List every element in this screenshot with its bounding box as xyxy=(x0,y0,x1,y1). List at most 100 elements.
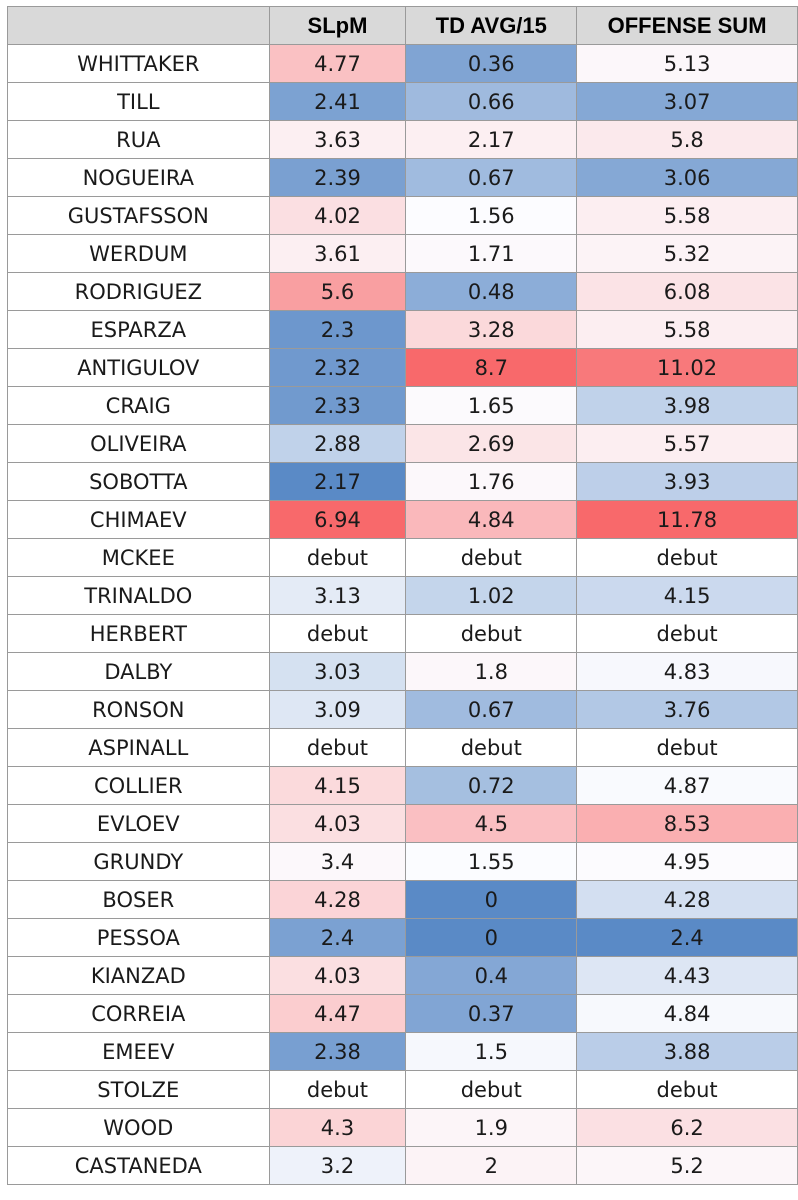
offense-sum-cell[interactable]: 5.8 xyxy=(576,120,798,159)
td-avg-cell[interactable]: 1.71 xyxy=(405,234,578,273)
offense-sum-cell[interactable]: 4.83 xyxy=(576,652,798,691)
slpm-cell[interactable]: 2.39 xyxy=(268,158,407,197)
offense-sum-cell[interactable]: 8.53 xyxy=(576,804,798,843)
offense-sum-cell[interactable]: 3.93 xyxy=(576,462,798,501)
slpm-cell[interactable]: 4.03 xyxy=(268,956,407,995)
slpm-cell[interactable]: 3.63 xyxy=(268,120,407,159)
slpm-cell[interactable]: 3.09 xyxy=(268,690,407,729)
offense-sum-cell[interactable]: 5.57 xyxy=(576,424,798,463)
fighter-name-cell[interactable]: PESSOA xyxy=(7,918,270,957)
offense-sum-cell[interactable]: 3.06 xyxy=(576,158,798,197)
td-avg-cell[interactable]: debut xyxy=(405,1070,578,1109)
td-avg-cell[interactable]: 0.72 xyxy=(405,766,578,805)
slpm-cell[interactable]: 2.32 xyxy=(268,348,407,387)
offense-sum-cell[interactable]: 11.02 xyxy=(576,348,798,387)
offense-sum-cell[interactable]: 4.28 xyxy=(576,880,798,919)
offense-sum-cell[interactable]: debut xyxy=(576,728,798,767)
fighter-name-cell[interactable]: RONSON xyxy=(7,690,270,729)
fighter-name-cell[interactable]: KIANZAD xyxy=(7,956,270,995)
fighter-name-cell[interactable]: WOOD xyxy=(7,1108,270,1147)
td-avg-cell[interactable]: 0.67 xyxy=(405,690,578,729)
slpm-cell[interactable]: debut xyxy=(268,538,407,577)
offense-sum-cell[interactable]: 5.32 xyxy=(576,234,798,273)
offense-sum-cell[interactable]: 5.2 xyxy=(576,1146,798,1185)
fighter-name-cell[interactable]: MCKEE xyxy=(7,538,270,577)
fighter-name-cell[interactable]: GRUNDY xyxy=(7,842,270,881)
slpm-cell[interactable]: 3.13 xyxy=(268,576,407,615)
td-avg-cell[interactable]: 1.5 xyxy=(405,1032,578,1071)
fighter-name-cell[interactable]: BOSER xyxy=(7,880,270,919)
td-avg-cell[interactable]: 8.7 xyxy=(405,348,578,387)
td-avg-cell[interactable]: 0 xyxy=(405,918,578,957)
slpm-cell[interactable]: 2.17 xyxy=(268,462,407,501)
fighter-name-cell[interactable]: STOLZE xyxy=(7,1070,270,1109)
header-td-avg[interactable]: TD AVG/15 xyxy=(405,6,578,45)
slpm-cell[interactable]: 2.88 xyxy=(268,424,407,463)
offense-sum-cell[interactable]: 5.58 xyxy=(576,196,798,235)
fighter-name-cell[interactable]: NOGUEIRA xyxy=(7,158,270,197)
slpm-cell[interactable]: 2.4 xyxy=(268,918,407,957)
fighter-name-cell[interactable]: TILL xyxy=(7,82,270,121)
td-avg-cell[interactable]: 1.76 xyxy=(405,462,578,501)
offense-sum-cell[interactable]: 5.58 xyxy=(576,310,798,349)
slpm-cell[interactable]: 3.03 xyxy=(268,652,407,691)
td-avg-cell[interactable]: 0 xyxy=(405,880,578,919)
slpm-cell[interactable]: 2.38 xyxy=(268,1032,407,1071)
td-avg-cell[interactable]: 0.67 xyxy=(405,158,578,197)
td-avg-cell[interactable]: 0.36 xyxy=(405,44,578,83)
fighter-name-cell[interactable]: RUA xyxy=(7,120,270,159)
slpm-cell[interactable]: 4.47 xyxy=(268,994,407,1033)
slpm-cell[interactable]: 3.4 xyxy=(268,842,407,881)
slpm-cell[interactable]: 4.77 xyxy=(268,44,407,83)
fighter-name-cell[interactable]: CORREIA xyxy=(7,994,270,1033)
td-avg-cell[interactable]: 2.17 xyxy=(405,120,578,159)
offense-sum-cell[interactable]: 2.4 xyxy=(576,918,798,957)
offense-sum-cell[interactable]: 4.15 xyxy=(576,576,798,615)
slpm-cell[interactable]: debut xyxy=(268,1070,407,1109)
fighter-name-cell[interactable]: EVLOEV xyxy=(7,804,270,843)
header-name[interactable] xyxy=(7,6,270,45)
fighter-name-cell[interactable]: CHIMAEV xyxy=(7,500,270,539)
header-slpm[interactable]: SLpM xyxy=(268,6,407,45)
offense-sum-cell[interactable]: 11.78 xyxy=(576,500,798,539)
slpm-cell[interactable]: 6.94 xyxy=(268,500,407,539)
offense-sum-cell[interactable]: 3.98 xyxy=(576,386,798,425)
fighter-name-cell[interactable]: WERDUM xyxy=(7,234,270,273)
td-avg-cell[interactable]: 4.5 xyxy=(405,804,578,843)
fighter-name-cell[interactable]: CASTANEDA xyxy=(7,1146,270,1185)
slpm-cell[interactable]: debut xyxy=(268,728,407,767)
fighter-name-cell[interactable]: RODRIGUEZ xyxy=(7,272,270,311)
slpm-cell[interactable]: 3.61 xyxy=(268,234,407,273)
offense-sum-cell[interactable]: 4.84 xyxy=(576,994,798,1033)
offense-sum-cell[interactable]: debut xyxy=(576,1070,798,1109)
td-avg-cell[interactable]: debut xyxy=(405,538,578,577)
offense-sum-cell[interactable]: 4.87 xyxy=(576,766,798,805)
slpm-cell[interactable]: 4.02 xyxy=(268,196,407,235)
td-avg-cell[interactable]: 1.02 xyxy=(405,576,578,615)
offense-sum-cell[interactable]: debut xyxy=(576,538,798,577)
slpm-cell[interactable]: 4.3 xyxy=(268,1108,407,1147)
offense-sum-cell[interactable]: 6.2 xyxy=(576,1108,798,1147)
fighter-name-cell[interactable]: EMEEV xyxy=(7,1032,270,1071)
td-avg-cell[interactable]: 4.84 xyxy=(405,500,578,539)
fighter-name-cell[interactable]: WHITTAKER xyxy=(7,44,270,83)
slpm-cell[interactable]: 2.3 xyxy=(268,310,407,349)
header-offense-sum[interactable]: OFFENSE SUM xyxy=(576,6,798,45)
td-avg-cell[interactable]: debut xyxy=(405,614,578,653)
fighter-name-cell[interactable]: DALBY xyxy=(7,652,270,691)
slpm-cell[interactable]: 5.6 xyxy=(268,272,407,311)
td-avg-cell[interactable]: 2 xyxy=(405,1146,578,1185)
td-avg-cell[interactable]: 1.55 xyxy=(405,842,578,881)
slpm-cell[interactable]: 3.2 xyxy=(268,1146,407,1185)
fighter-name-cell[interactable]: COLLIER xyxy=(7,766,270,805)
td-avg-cell[interactable]: 1.56 xyxy=(405,196,578,235)
td-avg-cell[interactable]: 1.9 xyxy=(405,1108,578,1147)
offense-sum-cell[interactable]: 6.08 xyxy=(576,272,798,311)
slpm-cell[interactable]: 4.03 xyxy=(268,804,407,843)
offense-sum-cell[interactable]: 4.43 xyxy=(576,956,798,995)
slpm-cell[interactable]: 4.15 xyxy=(268,766,407,805)
offense-sum-cell[interactable]: 3.76 xyxy=(576,690,798,729)
fighter-name-cell[interactable]: CRAIG xyxy=(7,386,270,425)
td-avg-cell[interactable]: 0.48 xyxy=(405,272,578,311)
offense-sum-cell[interactable]: debut xyxy=(576,614,798,653)
